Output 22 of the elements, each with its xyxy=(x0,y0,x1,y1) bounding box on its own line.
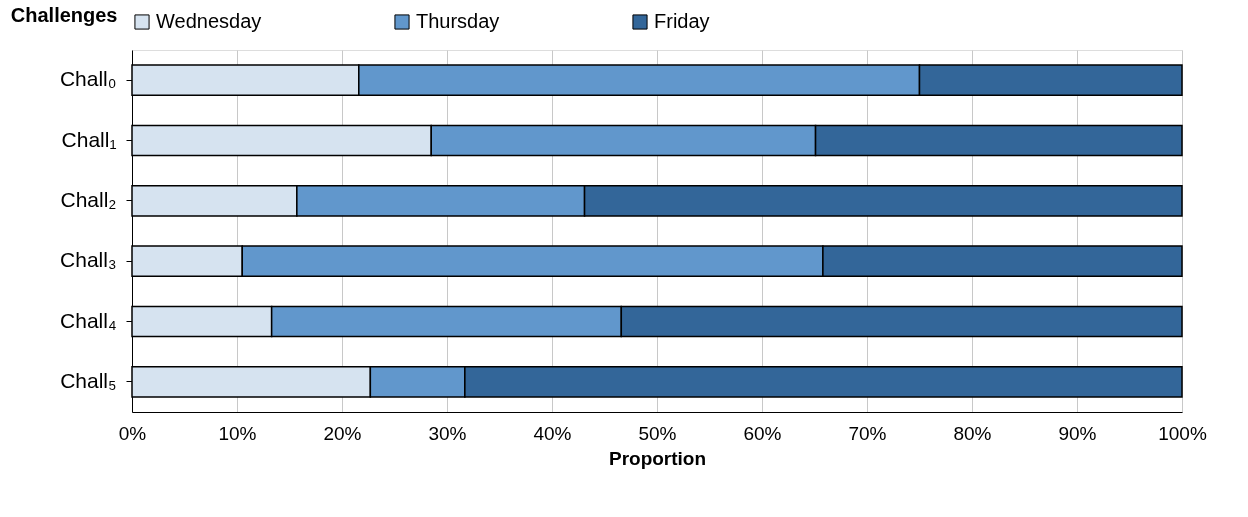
legend-label: Friday xyxy=(654,10,710,32)
y-tick-label: Chall₀ xyxy=(59,67,117,91)
x-tick-label: 60% xyxy=(743,422,782,444)
x-tick-label: 90% xyxy=(1058,422,1097,444)
x-tick-label: 20% xyxy=(323,422,362,444)
x-tick-label: 10% xyxy=(218,422,257,444)
x-tick-label: 70% xyxy=(848,422,887,444)
x-tick-label: 40% xyxy=(533,422,572,444)
legend-label: Thursday xyxy=(416,10,500,32)
x-axis-title: Proportion xyxy=(608,447,707,469)
x-tick-label: 0% xyxy=(118,422,147,444)
y-tick-label: Chall₅ xyxy=(60,368,117,392)
y-tick-label: Chall₄ xyxy=(60,308,117,332)
x-tick-label: 80% xyxy=(953,422,992,444)
y-axis-title: Challenges xyxy=(10,3,118,26)
legend-label: Wednesday xyxy=(156,10,262,32)
y-tick-label: Chall₂ xyxy=(60,187,117,211)
y-tick-label: Chall₁ xyxy=(61,127,117,151)
x-tick-label: 30% xyxy=(428,422,467,444)
y-tick-label: Chall₃ xyxy=(60,248,117,272)
x-tick-label: 100% xyxy=(1158,422,1207,444)
x-tick-label: 50% xyxy=(638,422,677,444)
